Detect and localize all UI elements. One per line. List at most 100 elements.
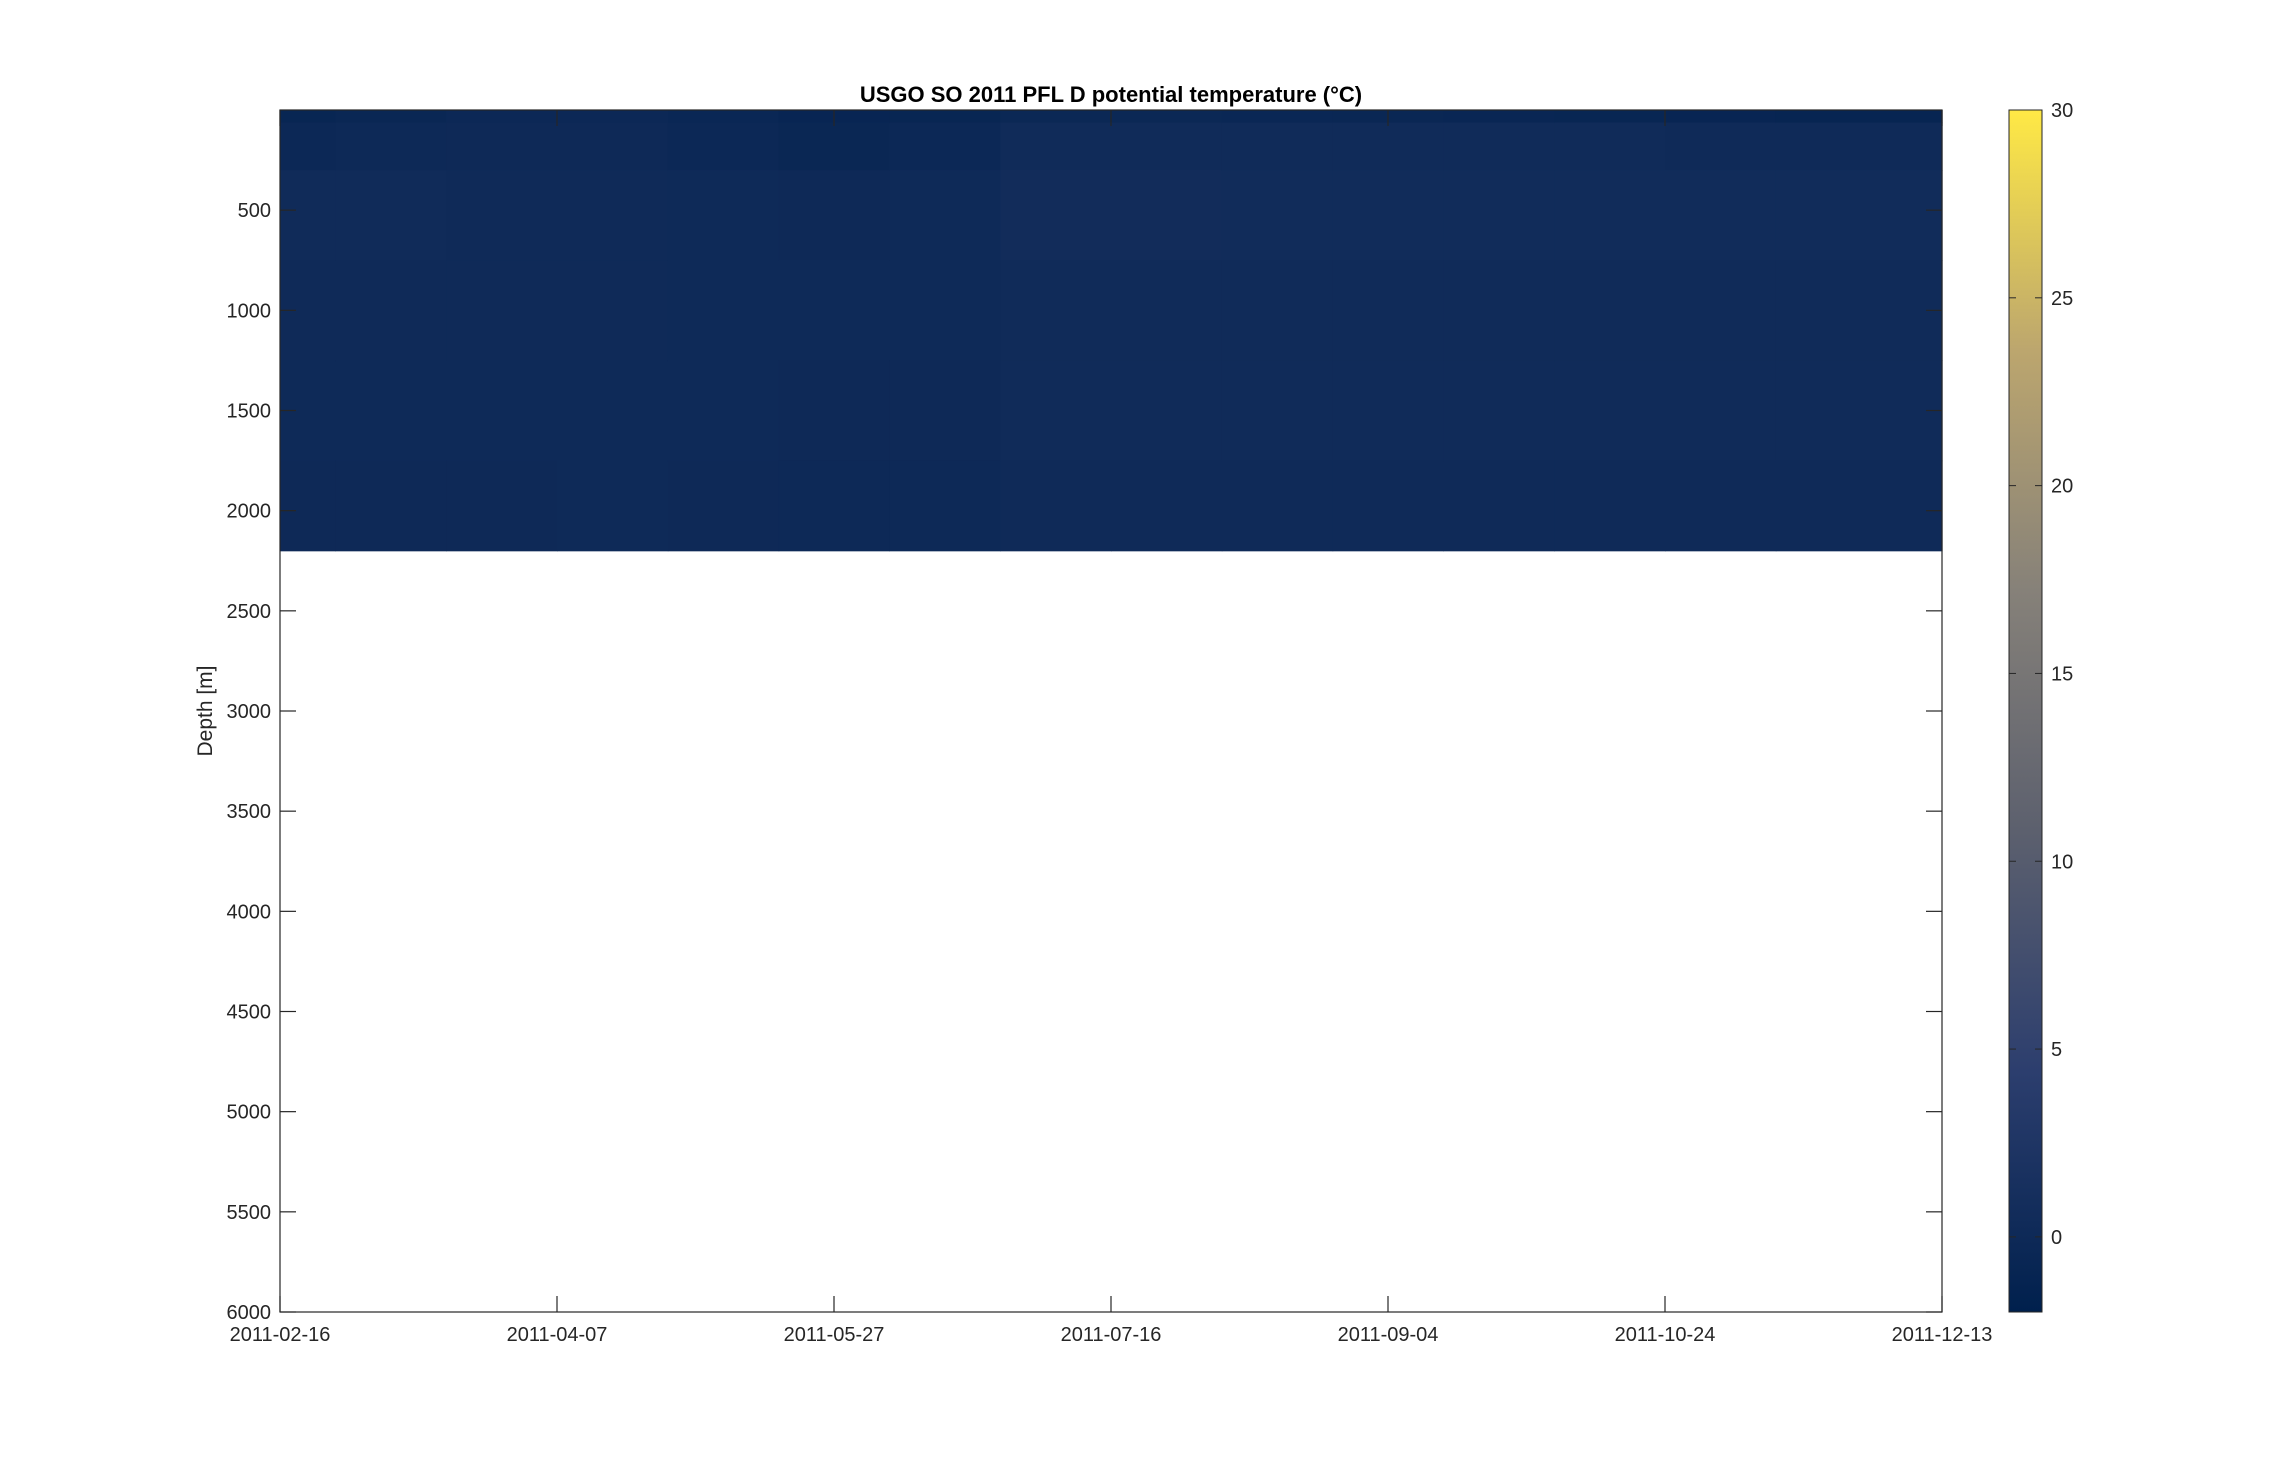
x-tick-label: 2011-12-13 bbox=[1892, 1324, 1993, 1346]
colorbar-gradient bbox=[2008, 109, 2043, 1313]
heatmap-cell bbox=[1554, 360, 1666, 462]
heatmap-cell bbox=[889, 360, 1001, 462]
heatmap-cell bbox=[778, 460, 890, 552]
heatmap-cell bbox=[667, 260, 780, 362]
heatmap-cell bbox=[446, 260, 558, 362]
colorbar-tick-label: 10 bbox=[2051, 851, 2073, 873]
y-tick-label: 3500 bbox=[227, 801, 272, 823]
y-tick-label: 4000 bbox=[227, 901, 272, 923]
y-tick-label: 5000 bbox=[227, 1102, 272, 1124]
heatmap-cell bbox=[667, 360, 780, 462]
heatmap-cell bbox=[280, 170, 336, 261]
heatmap-cell bbox=[446, 170, 558, 261]
heatmap-cell bbox=[667, 170, 780, 261]
heatmap-cell bbox=[335, 360, 447, 462]
heatmap-cell bbox=[1332, 360, 1444, 462]
y-axis: 500 1000 1500 2000 2500 3000 3500 4000 4500 5000 5… bbox=[227, 200, 1942, 1324]
heatmap-cell bbox=[557, 170, 669, 261]
heatmap-cell bbox=[1443, 360, 1555, 462]
x-tick-label: 2011-04-07 bbox=[507, 1324, 608, 1346]
heatmap-cell bbox=[1221, 360, 1334, 462]
heatmap-cell bbox=[889, 122, 1001, 171]
colorbar-ticks: 0 5 10 15 20 25 30 bbox=[2009, 100, 2073, 1249]
heatmap-cell bbox=[1111, 110, 1223, 124]
heatmap-cell bbox=[1332, 170, 1444, 261]
heatmap-cell bbox=[778, 122, 890, 171]
y-tick-label: 6000 bbox=[227, 1302, 272, 1324]
heatmap-cell bbox=[1775, 122, 1943, 171]
heatmap-cell bbox=[667, 460, 780, 552]
heatmap-cell bbox=[1554, 110, 1666, 124]
heatmap-cell bbox=[1775, 360, 1943, 462]
heatmap-cell bbox=[1554, 460, 1666, 552]
y-tick-label: 4500 bbox=[227, 1002, 272, 1024]
heatmap-cell bbox=[280, 110, 336, 124]
heatmap-cell bbox=[1111, 260, 1223, 362]
heatmap-cell bbox=[778, 170, 890, 261]
heatmap-cell bbox=[1000, 460, 1112, 552]
heatmap-cell bbox=[1332, 122, 1444, 171]
heatmap-cell bbox=[1111, 360, 1223, 462]
heatmap-cell bbox=[1554, 122, 1666, 171]
heatmap-cell bbox=[280, 122, 336, 171]
heatmap-cell bbox=[1443, 122, 1555, 171]
heatmap-cell bbox=[1443, 170, 1555, 261]
heatmap-cell bbox=[778, 260, 890, 362]
heatmap-cell bbox=[1221, 260, 1334, 362]
y-axis-label: Depth [m] bbox=[194, 665, 217, 756]
heatmap-cell bbox=[1665, 260, 1777, 362]
x-axis: 2011-02-16 2011-04-07 2011-05-27 2011-07-16… bbox=[230, 110, 1993, 1346]
heatmap-cell bbox=[889, 460, 1001, 552]
x-tick-label: 2011-05-27 bbox=[784, 1324, 885, 1346]
heatmap-cell bbox=[1665, 360, 1777, 462]
heatmap-cell bbox=[1443, 260, 1555, 362]
x-tick-label: 2011-02-16 bbox=[230, 1324, 331, 1346]
heatmap-cell bbox=[280, 460, 336, 552]
colorbar-tick-label: 20 bbox=[2051, 476, 2073, 498]
heatmap-cell bbox=[1665, 170, 1777, 261]
y-tick-label: 1000 bbox=[227, 300, 272, 322]
chart-title: USGO SO 2011 PFL D potential temperature… bbox=[860, 82, 1362, 107]
x-tick-label: 2011-09-04 bbox=[1338, 1324, 1439, 1346]
heatmap-cell bbox=[446, 110, 558, 124]
colorbar-tick-label: 15 bbox=[2051, 663, 2073, 685]
colorbar-tick-label: 25 bbox=[2051, 288, 2073, 310]
heatmap-cell bbox=[557, 460, 669, 552]
heatmap-cell bbox=[1332, 460, 1444, 552]
heatmap-cell bbox=[557, 110, 669, 124]
heatmap-cell bbox=[1775, 110, 1943, 124]
heatmap-cell bbox=[1775, 460, 1943, 552]
heatmap-cell bbox=[889, 170, 1001, 261]
heatmap-cell bbox=[1000, 110, 1112, 124]
heatmap-cell bbox=[1665, 460, 1777, 552]
heatmap-cell bbox=[335, 122, 447, 171]
heatmap-cell bbox=[1221, 460, 1334, 552]
heatmap-cell bbox=[667, 110, 780, 124]
heatmap-cell bbox=[1443, 110, 1555, 124]
y-tick-label: 2500 bbox=[227, 601, 272, 623]
colorbar: 0 5 10 15 20 25 30 bbox=[2008, 100, 2073, 1313]
heatmap-cell bbox=[1443, 460, 1555, 552]
heatmap-cell bbox=[667, 122, 780, 171]
heatmap-cell bbox=[557, 122, 669, 171]
heatmap-cell bbox=[1111, 122, 1223, 171]
heatmap-cell bbox=[1665, 110, 1777, 124]
heatmap bbox=[280, 110, 1943, 552]
heatmap-cell bbox=[1221, 110, 1334, 124]
heatmap-cell bbox=[557, 360, 669, 462]
y-tick-label: 3000 bbox=[227, 701, 272, 723]
heatmap-cell bbox=[446, 460, 558, 552]
y-tick-label: 500 bbox=[238, 200, 271, 222]
heatmap-cell bbox=[335, 460, 447, 552]
heatmap-cell bbox=[1775, 170, 1943, 261]
heatmap-cell bbox=[1000, 122, 1112, 171]
heatmap-cell bbox=[1775, 260, 1943, 362]
y-tick-label: 1500 bbox=[227, 401, 272, 423]
heatmap-cell bbox=[1554, 170, 1666, 261]
heatmap-cell bbox=[778, 360, 890, 462]
colorbar-tick-label: 0 bbox=[2051, 1227, 2062, 1249]
heatmap-cell bbox=[446, 360, 558, 462]
heatmap-cell bbox=[1332, 260, 1444, 362]
heatmap-cell bbox=[335, 260, 447, 362]
